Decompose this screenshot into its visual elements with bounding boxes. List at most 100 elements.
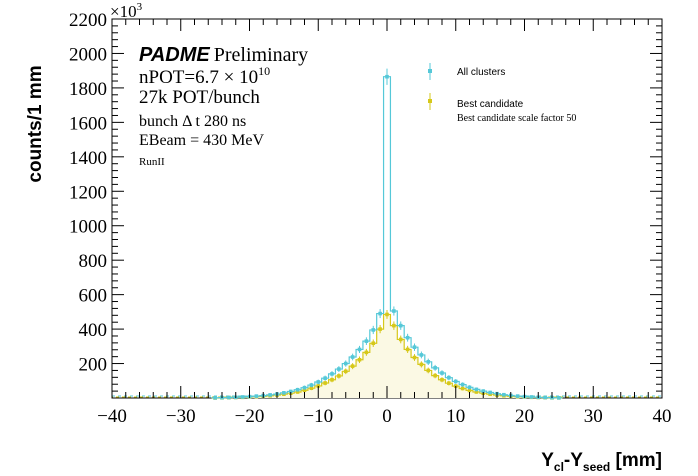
point-best-candidate: [419, 362, 424, 367]
point-all-clusters: [282, 391, 286, 395]
y-tick-label: 200: [79, 355, 108, 376]
legend-label-best-candidate: Best candidate: [457, 99, 524, 110]
point-best-candidate: [364, 350, 369, 355]
point-best-candidate: [447, 381, 451, 385]
y-tick-label: 1600: [69, 113, 107, 134]
point-all-clusters: [529, 395, 534, 399]
padme-title: PADME Preliminary: [139, 44, 308, 66]
point-all-clusters: [295, 387, 300, 392]
x-axis-label: Ycl-Yseed [mm]: [541, 450, 662, 474]
legend-entry-best-candidate: Best candidate: [428, 93, 524, 110]
legend: All clusters Best candidate Best candida…: [428, 63, 576, 124]
x-tick-label: −30: [166, 406, 196, 427]
ebeam-annotation: EBeam = 430 MeV: [139, 132, 264, 149]
point-all-clusters: [453, 379, 458, 384]
point-all-clusters: [316, 380, 321, 384]
point-all-clusters: [447, 375, 451, 380]
point-best-candidate: [398, 337, 403, 342]
point-all-clusters: [323, 376, 327, 380]
legend-marker-best-candidate: [428, 99, 432, 103]
npot-annotation: nPOT=6.7 × 1010: [139, 64, 270, 88]
legend-label-all-clusters: All clusters: [457, 67, 505, 78]
point-all-clusters: [488, 390, 492, 395]
x-tick-label: −40: [97, 406, 127, 427]
point-best-candidate: [330, 377, 334, 382]
point-all-clusters: [213, 396, 217, 400]
area-best-candidate: [211, 314, 563, 398]
point-best-candidate: [316, 384, 321, 388]
point-all-clusters: [330, 372, 334, 376]
run-annotation: RunII: [139, 156, 165, 168]
point-all-clusters: [515, 394, 520, 398]
point-best-candidate: [440, 377, 444, 382]
point-best-candidate: [323, 381, 327, 385]
legend-marker-all-clusters: [428, 69, 432, 73]
point-all-clusters: [405, 335, 410, 340]
point-all-clusters: [254, 394, 259, 398]
point-best-candidate: [426, 368, 431, 373]
point-all-clusters: [350, 355, 355, 359]
point-all-clusters: [227, 395, 231, 400]
point-all-clusters: [412, 345, 417, 349]
point-all-clusters: [371, 328, 376, 332]
padme-brand: PADME: [139, 44, 210, 66]
point-all-clusters: [364, 339, 369, 343]
point-all-clusters: [502, 392, 506, 397]
y-tick-label: 1800: [69, 79, 107, 100]
point-best-candidate: [405, 347, 410, 352]
point-best-candidate: [460, 386, 465, 391]
point-all-clusters: [385, 74, 389, 79]
point-all-clusters: [268, 393, 272, 397]
point-best-candidate: [302, 388, 307, 393]
point-best-candidate: [392, 323, 396, 328]
point-all-clusters: [433, 366, 437, 370]
point-all-clusters: [357, 347, 362, 352]
y-tick-label: 2000: [69, 44, 107, 65]
x-tick-label: −10: [303, 406, 333, 427]
point-all-clusters: [337, 367, 341, 371]
point-all-clusters: [378, 311, 382, 316]
point-all-clusters: [481, 389, 486, 393]
point-best-candidate: [385, 312, 389, 317]
x-tick-label: −20: [235, 406, 265, 427]
point-all-clusters: [398, 323, 403, 328]
x-tick-label: 0: [382, 406, 392, 427]
point-all-clusters: [419, 353, 424, 357]
point-all-clusters: [557, 396, 561, 400]
y-tick-label: 1200: [69, 182, 107, 203]
x-tick-label: 30: [584, 406, 603, 427]
point-all-clusters: [460, 382, 465, 387]
point-best-candidate: [350, 364, 355, 368]
point-best-candidate: [295, 390, 300, 394]
y-tick-label: 2200: [69, 10, 107, 31]
point-all-clusters: [240, 395, 245, 399]
point-all-clusters: [343, 361, 348, 366]
legend-entry-all-clusters: All clusters: [428, 63, 505, 80]
point-best-candidate: [433, 373, 437, 378]
y-tick-label: 1400: [69, 148, 107, 169]
point-all-clusters: [302, 385, 307, 390]
point-all-clusters: [467, 385, 472, 390]
point-best-candidate: [309, 386, 314, 390]
point-best-candidate: [412, 355, 417, 360]
point-all-clusters: [440, 371, 444, 375]
y-axis-label: counts/1 mm: [25, 65, 46, 182]
bunch-dt-annotation: bunch Δ t 280 ns: [139, 113, 246, 130]
point-best-candidate: [371, 341, 376, 346]
point-best-candidate: [343, 369, 348, 374]
point-best-candidate: [474, 390, 479, 394]
point-all-clusters: [474, 387, 479, 392]
point-best-candidate: [378, 327, 382, 331]
pot-bunch-annotation: 27k POT/bunch: [139, 87, 260, 108]
x-tick-label: 20: [515, 406, 534, 427]
y-tick-label: 1000: [69, 217, 107, 238]
point-all-clusters: [543, 395, 547, 400]
point-best-candidate: [337, 374, 341, 378]
point-all-clusters: [426, 360, 431, 364]
point-all-clusters: [288, 389, 293, 394]
x-tick-label: 40: [653, 406, 672, 427]
preliminary-label: Preliminary: [214, 44, 308, 66]
legend-label-scale-factor: Best candidate scale factor 50: [457, 113, 576, 124]
point-best-candidate: [467, 388, 472, 393]
